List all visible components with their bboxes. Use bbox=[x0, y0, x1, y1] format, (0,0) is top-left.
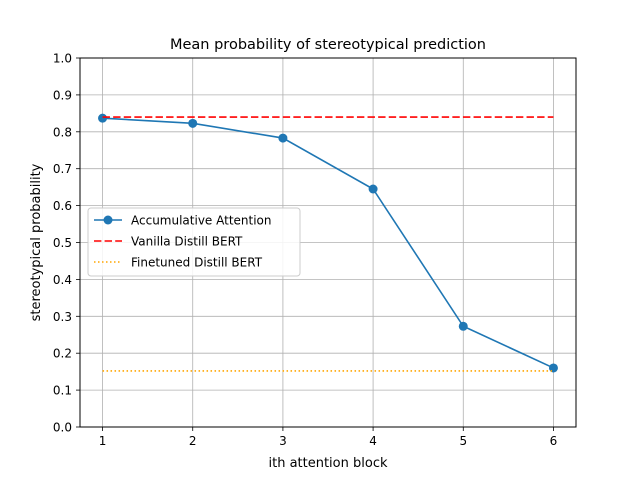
y-tick-label: 0.3 bbox=[53, 310, 72, 324]
legend-box bbox=[87, 207, 301, 277]
legend: Accumulative Attention Vanilla Distill BE… bbox=[87, 207, 301, 277]
y-tick-label: 0.2 bbox=[53, 347, 72, 361]
y-tick-label: 0.1 bbox=[53, 384, 72, 398]
y-tick-label: 0.4 bbox=[53, 273, 72, 287]
legend-marker bbox=[103, 215, 113, 225]
y-tick-label: 0.8 bbox=[53, 125, 72, 139]
data-point bbox=[458, 321, 468, 331]
data-point bbox=[278, 133, 288, 143]
data-point bbox=[548, 363, 558, 373]
data-point bbox=[188, 118, 198, 128]
y-tick-label: 0.5 bbox=[53, 236, 72, 250]
data-point bbox=[98, 113, 108, 123]
x-tick-label: 1 bbox=[99, 434, 107, 448]
x-axis-label: ith attention block bbox=[268, 456, 387, 471]
x-tick-label: 2 bbox=[189, 434, 197, 448]
x-tick-label: 3 bbox=[279, 434, 287, 448]
x-tick-label: 4 bbox=[369, 434, 377, 448]
y-tick-label: 0.9 bbox=[53, 88, 72, 102]
ticks: 1 2 3 4 5 6 0.0 0.1 0.2 0.3 0.4 0.5 0.6 0.7 0.8 0.9 1.0 bbox=[53, 52, 557, 449]
legend-label: Accumulative Attention bbox=[131, 214, 272, 228]
x-tick-label: 5 bbox=[459, 434, 467, 448]
legend-label: Vanilla Distill BERT bbox=[131, 235, 243, 249]
y-tick-label: 0.6 bbox=[53, 199, 72, 213]
y-tick-label: 0.0 bbox=[53, 421, 72, 435]
y-axis-label: stereotypical probability bbox=[29, 163, 44, 321]
x-tick-label: 6 bbox=[550, 434, 558, 448]
series-layer bbox=[98, 113, 558, 373]
series-line-0 bbox=[102, 117, 554, 369]
grid-lines bbox=[80, 57, 576, 428]
legend-label: Finetuned Distill BERT bbox=[131, 256, 263, 270]
y-tick-label: 1.0 bbox=[53, 52, 72, 66]
data-point bbox=[368, 184, 378, 194]
y-tick-label: 0.7 bbox=[53, 162, 72, 176]
chart-title: Mean probability of stereotypical predic… bbox=[170, 37, 486, 53]
